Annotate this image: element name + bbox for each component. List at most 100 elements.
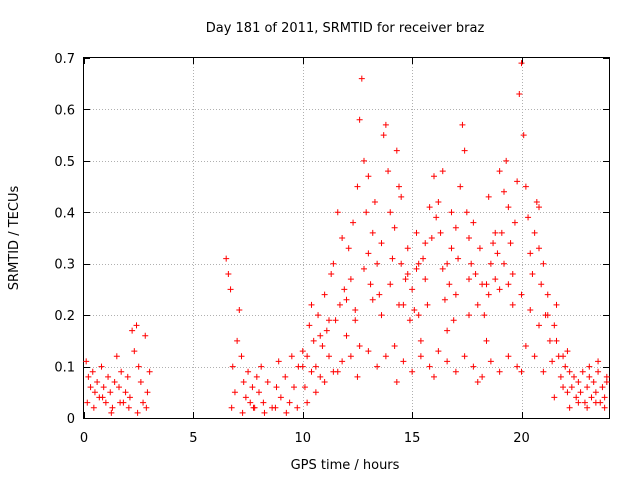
data-point [330, 368, 337, 375]
data-point [409, 368, 416, 375]
data-point [586, 363, 593, 370]
data-point [564, 389, 571, 396]
data-point [369, 296, 376, 303]
data-point [577, 389, 584, 396]
data-point [273, 384, 280, 391]
data-point [452, 291, 459, 298]
y-axis-label: SRMTID / TECUs [7, 186, 22, 291]
data-point [393, 379, 400, 385]
data-point [476, 245, 483, 252]
grid [84, 58, 609, 418]
data-point [124, 373, 131, 380]
data-point [140, 399, 147, 406]
data-point [527, 250, 534, 257]
data-point [448, 209, 455, 216]
data-point [575, 399, 582, 406]
data-point [501, 260, 507, 267]
data-point [365, 348, 372, 355]
data-point [308, 301, 315, 308]
data-point [334, 209, 341, 216]
data-point [455, 255, 462, 262]
data-point [503, 157, 510, 164]
data-point [540, 368, 547, 375]
data-point [485, 193, 492, 200]
data-point [229, 363, 236, 370]
data-point [518, 291, 525, 298]
data-point [99, 394, 106, 401]
data-point [249, 384, 256, 391]
data-point [253, 373, 260, 380]
data-point [315, 312, 322, 319]
data-point [544, 291, 551, 298]
data-point [417, 337, 424, 344]
data-point [126, 394, 133, 401]
data-point [573, 394, 580, 401]
data-point [133, 322, 140, 329]
y-tick-label: 0.7 [54, 52, 75, 67]
data-point [122, 389, 129, 396]
data-point [592, 399, 599, 406]
data-point [584, 384, 591, 391]
data-point [387, 209, 394, 216]
chart-title: Day 181 of 2011, SRMTID for receiver bra… [206, 21, 485, 36]
data-point [365, 250, 372, 257]
data-point [308, 368, 315, 375]
data-point [328, 271, 335, 277]
y-tick-label: 0.6 [54, 103, 75, 118]
y-tick-labels: 0 0.1 0.2 0.3 0.4 0.5 0.6 0.7 [54, 52, 75, 427]
data-point [588, 394, 595, 401]
data-point [439, 265, 446, 272]
data-point [536, 322, 542, 329]
data-point [321, 379, 328, 385]
y-tick-label: 0.3 [54, 258, 75, 273]
data-point [102, 399, 109, 406]
data-point [400, 358, 407, 365]
data-point [91, 389, 98, 396]
data-point [531, 229, 538, 236]
data-point [125, 404, 132, 411]
data-point [444, 327, 451, 334]
data-point [470, 219, 477, 226]
data-point [363, 209, 370, 216]
data-point [564, 348, 571, 355]
data-point [389, 255, 396, 262]
data-point [310, 337, 317, 344]
data-point [485, 291, 492, 298]
data-point [406, 317, 413, 324]
data-point [516, 91, 523, 97]
data-point [468, 260, 475, 267]
data-point [540, 260, 547, 267]
data-point [312, 389, 319, 396]
data-point [396, 301, 402, 308]
data-point [431, 173, 437, 180]
data-point [117, 399, 124, 406]
data-point [601, 394, 608, 401]
data-point [146, 368, 153, 375]
data-point [459, 121, 466, 128]
data-point [496, 368, 503, 375]
data-point [444, 260, 451, 267]
data-point [435, 199, 442, 205]
data-point [111, 379, 118, 385]
data-point [144, 389, 151, 396]
data-point [378, 312, 385, 319]
data-point [520, 132, 527, 139]
data-point [83, 358, 90, 365]
data-point [472, 271, 479, 277]
data-point [358, 75, 365, 82]
data-point [382, 121, 389, 128]
data-point [466, 276, 472, 283]
data-point [562, 363, 569, 370]
data-point [89, 368, 96, 375]
data-point [118, 368, 125, 375]
data-point [584, 404, 591, 411]
data-point [343, 332, 350, 339]
data-point [258, 363, 265, 370]
data-point [275, 358, 282, 365]
data-point [579, 368, 586, 375]
data-point [354, 373, 361, 380]
data-point [433, 214, 440, 221]
x-tick-labels: 0 5 10 15 20 [80, 431, 530, 446]
data-point [505, 353, 512, 360]
